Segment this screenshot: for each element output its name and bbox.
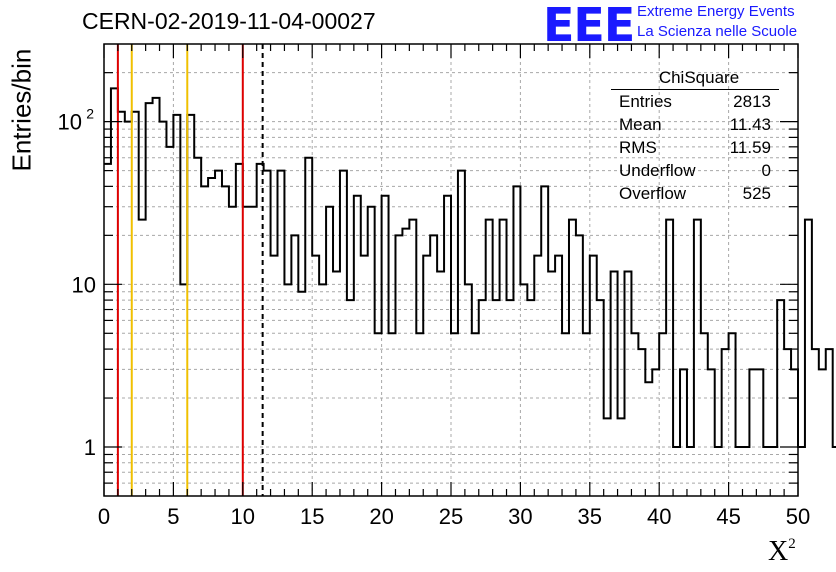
stats-row-entries: Entries 2813 — [611, 90, 779, 113]
stats-label: Underflow — [619, 161, 696, 180]
stats-box: ChiSquare Entries 2813 Mean 11.43 RMS 11… — [611, 66, 779, 205]
stats-value: 525 — [742, 184, 771, 203]
stats-value: 11.59 — [729, 138, 771, 157]
stats-label: Overflow — [619, 184, 687, 203]
y-tick-label-exponent: 2 — [86, 106, 94, 122]
chart-title: CERN-02-2019-11-04-00027 — [82, 8, 376, 34]
y-axis-label: Entries/bin — [6, 48, 37, 172]
x-tick-label: 5 — [167, 504, 179, 529]
reference-lines-layer — [116, 44, 264, 496]
stats-value: 11.43 — [729, 115, 771, 134]
stats-value: 0 — [761, 161, 771, 180]
x-tick-label: 25 — [439, 504, 463, 529]
x-tick-label: 30 — [508, 504, 532, 529]
x-axis-label-exponent: 2 — [788, 536, 796, 552]
stats-row-overflow: Overflow 525 — [611, 182, 779, 205]
logo-line-1: Extreme Energy Events — [637, 3, 795, 20]
eee-logo: EEE — [543, 0, 635, 52]
y-tick-label: 1 — [84, 435, 96, 460]
stats-value: 2813 — [733, 92, 771, 111]
stats-label: RMS — [619, 138, 657, 157]
x-axis-label: X2 — [768, 536, 796, 568]
stats-box-title: ChiSquare — [658, 68, 740, 87]
stats-row-mean: Mean 11.43 — [611, 113, 779, 136]
x-tick-label: 0 — [98, 504, 110, 529]
x-tick-label: 45 — [716, 504, 740, 529]
axes-layer — [103, 43, 799, 497]
logo-line-2: La Scienza nelle Scuole — [637, 23, 798, 40]
x-tick-label: 40 — [647, 504, 671, 529]
x-tick-label: 10 — [231, 504, 255, 529]
stats-box-rule — [611, 89, 779, 90]
y-tick-label: 10 — [72, 272, 96, 297]
stats-row-rms: RMS 11.59 — [611, 136, 779, 159]
stats-label: Entries — [619, 92, 672, 111]
x-tick-label: 50 — [786, 504, 810, 529]
histogram-layer — [104, 87, 836, 449]
x-tick-label: 35 — [578, 504, 602, 529]
stats-label: Mean — [619, 115, 662, 134]
y-tick-label: 10 — [58, 110, 82, 135]
x-axis-label-base: X — [768, 536, 789, 567]
x-tick-label: 15 — [300, 504, 324, 529]
stats-row-underflow: Underflow 0 — [611, 159, 779, 182]
x-tick-label: 20 — [369, 504, 393, 529]
histogram-outline — [104, 87, 836, 449]
